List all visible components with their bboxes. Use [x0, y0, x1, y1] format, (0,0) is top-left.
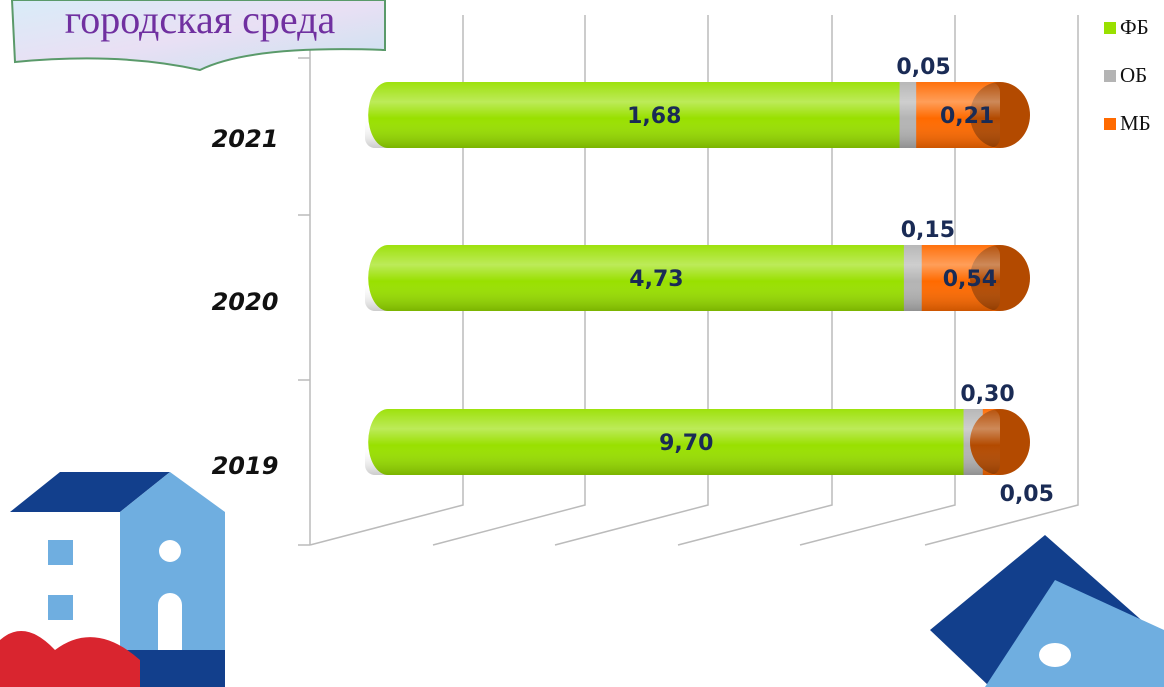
category-label: 2021	[212, 125, 279, 153]
legend-swatch	[1104, 118, 1116, 130]
house-right	[930, 535, 1164, 687]
data-label: 9,70	[659, 431, 713, 456]
data-label: 0,05	[1000, 482, 1054, 507]
bar-shine	[365, 409, 1000, 475]
bar-shine	[365, 82, 1000, 148]
grid-frame	[298, 15, 1079, 546]
legend-label: ОБ	[1120, 63, 1147, 87]
bar-shine	[365, 245, 1000, 311]
data-label: 4,73	[629, 267, 683, 292]
legend-label: МБ	[1120, 111, 1151, 135]
data-label: 0,30	[960, 382, 1014, 407]
chart-title: городская среда	[65, 0, 336, 42]
category-label: 2020	[212, 288, 279, 316]
data-label: 0,54	[943, 267, 997, 292]
legend-swatch	[1104, 70, 1116, 82]
title-badge: городская среда	[10, 0, 386, 72]
data-label: 0,15	[901, 218, 955, 243]
category-label: 2019	[212, 452, 279, 480]
legend-swatch	[1104, 22, 1116, 34]
house-left	[0, 472, 225, 687]
legend-label: ФБ	[1120, 15, 1149, 39]
data-label: 1,68	[627, 104, 681, 129]
data-label: 0,21	[940, 104, 994, 129]
data-label: 0,05	[896, 55, 950, 80]
